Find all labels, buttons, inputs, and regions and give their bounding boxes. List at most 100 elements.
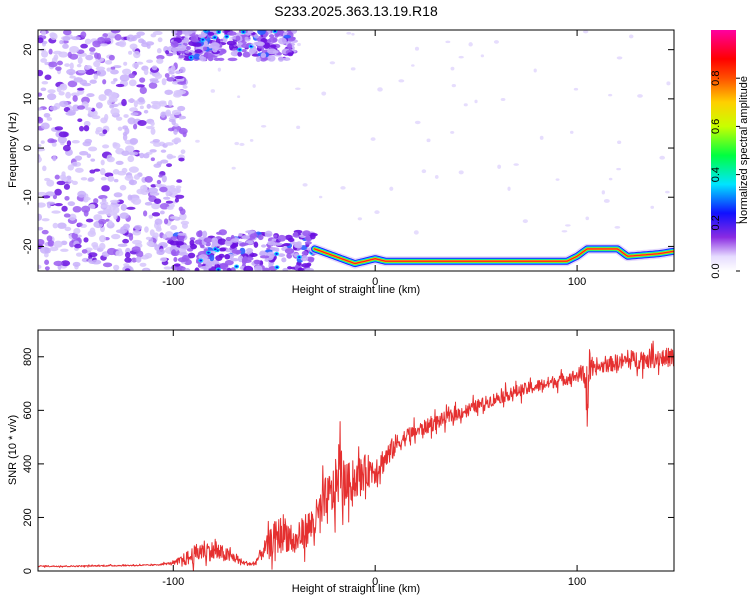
heatmap-cell: [154, 73, 163, 79]
heatmap-cell: [211, 237, 218, 245]
heatmap-cell: [196, 230, 203, 238]
heatmap-cell: [199, 259, 203, 262]
heatmap-cell: [247, 30, 254, 34]
heatmap-cell: [110, 69, 119, 75]
heatmap-cell: [96, 69, 107, 77]
heatmap-cell: [163, 266, 172, 270]
heatmap-cell: [46, 116, 53, 121]
heatmap-cell: [85, 54, 94, 61]
heatmap-cell: [300, 255, 309, 262]
heatmap-cell: [51, 210, 61, 214]
heatmap-cell: [160, 149, 167, 153]
heatmap-cell: [42, 165, 47, 172]
heatmap-cell: [76, 105, 86, 110]
heatmap-cell: [340, 186, 346, 190]
heatmap-cell: [281, 257, 287, 263]
heatmap-cell: [239, 247, 246, 255]
heatmap-cell: [249, 138, 254, 142]
heatmap-cell: [175, 185, 182, 189]
heatmap-cell: [146, 59, 153, 64]
heatmap-cell: [154, 218, 163, 226]
heatmap-cell: [573, 87, 579, 91]
heatmap-cell: [77, 118, 83, 123]
heatmap-cell: [370, 137, 376, 141]
heatmap-cell: [99, 168, 106, 176]
heatmap-cell: [38, 202, 46, 208]
heatmap-cell: [89, 47, 96, 53]
heatmap-cell: [150, 184, 157, 188]
heatmap-cell: [229, 36, 233, 42]
heatmap-cell: [145, 125, 155, 130]
heatmap-cell: [224, 254, 231, 260]
heatmap-cell: [284, 247, 295, 254]
heatmap-cell: [38, 143, 42, 148]
heatmap-cell: [150, 121, 155, 127]
heatmap-cell: [374, 210, 380, 215]
heatmap-cell: [127, 117, 136, 125]
heatmap-cell: [40, 122, 50, 130]
heatmap-cell: [176, 89, 186, 95]
heatmap-cell: [274, 247, 280, 253]
heatmap-cell: [77, 56, 83, 65]
snr-frame: [37, 329, 675, 572]
snr-series-line: [38, 340, 674, 571]
heatmap-cell: [190, 243, 198, 250]
heatmap-cell: [215, 255, 223, 261]
heatmap-cell: [458, 55, 464, 59]
heatmap-cell: [217, 238, 227, 245]
heatmap-cell: [84, 65, 91, 70]
heatmap-cell: [237, 95, 241, 99]
heatmap-cell: [63, 30, 72, 36]
heatmap-cell: [180, 149, 186, 154]
heatmap-cell: [115, 250, 124, 257]
heatmap-cell: [173, 137, 181, 143]
heatmap-cell: [298, 256, 301, 259]
heatmap-cell: [77, 222, 83, 227]
heatmap-cell: [70, 92, 80, 97]
heatmap-cell: [194, 239, 204, 245]
heatmap-cell: [83, 237, 89, 243]
heatmap-cell: [69, 62, 74, 70]
heatmap-cell: [173, 263, 181, 267]
heatmap-cell: [124, 127, 130, 135]
heatmap-cell: [230, 257, 240, 262]
heatmap-cell: [75, 252, 83, 257]
heatmap-cell: [260, 124, 267, 128]
heatmap-cell: [62, 144, 71, 152]
snr-y-axis-label: SNR (10 * v/v): [7, 415, 19, 485]
heatmap-cell: [150, 33, 157, 38]
heatmap-cell: [178, 157, 185, 162]
y-tick-label: 0: [22, 568, 34, 574]
heatmap-cell: [162, 234, 167, 240]
heatmap-cell: [608, 177, 613, 181]
heatmap-cell: [259, 255, 270, 259]
heatmap-cell: [171, 119, 176, 126]
heatmap-cell: [52, 222, 59, 229]
heatmap-cell: [93, 168, 101, 172]
heatmap-cell: [53, 260, 64, 267]
heatmap-cell: [398, 79, 405, 83]
heatmap-cell: [38, 264, 42, 269]
heatmap-cell: [177, 232, 187, 236]
heatmap-cell: [252, 84, 256, 88]
heatmap-cell: [144, 201, 153, 206]
heatmap-cell: [130, 257, 138, 263]
heatmap-cell: [56, 86, 62, 93]
heatmap-cell: [72, 162, 78, 167]
heatmap-cell: [43, 112, 51, 118]
heatmap-cell: [110, 66, 116, 70]
heatmap-cell: [650, 205, 655, 209]
heatmap-cell: [234, 141, 240, 146]
heatmap-cell: [200, 245, 205, 249]
heatmap-cell: [124, 174, 134, 181]
heatmap-cell: [59, 40, 64, 45]
heatmap-cell: [151, 202, 161, 210]
heatmap-cell: [178, 206, 184, 212]
heatmap-cell: [304, 241, 312, 245]
heatmap-cell: [38, 69, 44, 77]
heatmap-cell: [61, 171, 66, 177]
heatmap-cell: [57, 136, 67, 144]
heatmap-cell: [107, 175, 115, 182]
heatmap-cell: [89, 51, 95, 55]
heatmap-cell: [637, 94, 643, 98]
